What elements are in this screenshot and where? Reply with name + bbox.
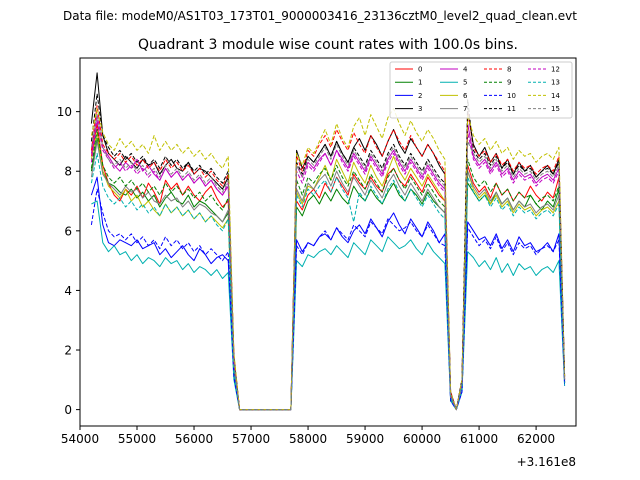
- legend-label-12: 12: [551, 66, 560, 74]
- legend-label-6: 6: [463, 92, 468, 100]
- series-line-5: [91, 200, 566, 411]
- legend-label-14: 14: [551, 92, 560, 100]
- legend-label-9: 9: [507, 79, 511, 87]
- series-line-14: [90, 108, 566, 411]
- x-tick-label: 60000: [403, 432, 441, 446]
- series-line-4: [90, 114, 566, 411]
- x-axis-offset-label: +3.161e8: [517, 455, 576, 469]
- x-tick-label: 56000: [175, 432, 213, 446]
- legend-label-0: 0: [418, 66, 422, 74]
- x-tick-label: 55000: [118, 432, 156, 446]
- series-line-11: [90, 93, 566, 411]
- y-axis: 0 2 4 6 8 10: [57, 105, 80, 417]
- legend-label-1: 1: [418, 79, 422, 87]
- x-axis: 54000 55000 56000 57000 58000 59000 60000 61000…: [61, 426, 555, 446]
- series-line-0: [90, 123, 566, 411]
- series-line-1: [90, 138, 566, 411]
- legend-label-13: 13: [551, 79, 560, 87]
- x-tick-label: 61000: [460, 432, 498, 446]
- y-tick-label: 10: [57, 105, 72, 119]
- series-line-8: [90, 105, 566, 411]
- legend-label-11: 11: [507, 105, 516, 113]
- y-tick-label: 6: [64, 224, 72, 238]
- series-line-10: [90, 188, 566, 411]
- legend-label-5: 5: [463, 79, 467, 87]
- y-tick-label: 2: [64, 344, 72, 358]
- legend-label-3: 3: [418, 105, 422, 113]
- legend-label-2: 2: [418, 92, 422, 100]
- series-line-13: [90, 152, 566, 411]
- chart-title: Quadrant 3 module wise count rates with …: [138, 37, 518, 53]
- legend-label-8: 8: [507, 66, 511, 74]
- x-tick-label: 54000: [61, 432, 99, 446]
- legend-label-4: 4: [463, 66, 468, 74]
- x-tick-label: 58000: [289, 432, 327, 446]
- legend-label-10: 10: [507, 92, 516, 100]
- legend-label-15: 15: [551, 105, 560, 113]
- plot-lines: [90, 72, 566, 411]
- y-tick-label: 0: [64, 403, 72, 417]
- figure-suptitle: Data file: modeM0/AS1T03_173T01_90000034…: [63, 9, 577, 23]
- axes-frame: [79, 57, 577, 427]
- x-tick-label: 57000: [232, 432, 270, 446]
- y-tick-label: 8: [64, 165, 72, 179]
- series-line-7: [90, 140, 566, 411]
- x-tick-label: 62000: [517, 432, 555, 446]
- series-line-15: [90, 114, 566, 411]
- y-tick-label: 4: [64, 284, 72, 298]
- series-line-2: [90, 176, 566, 411]
- legend-box: [389, 61, 573, 119]
- x-tick-label: 59000: [346, 432, 384, 446]
- series-line-9: [90, 129, 566, 411]
- legend-label-7: 7: [463, 105, 467, 113]
